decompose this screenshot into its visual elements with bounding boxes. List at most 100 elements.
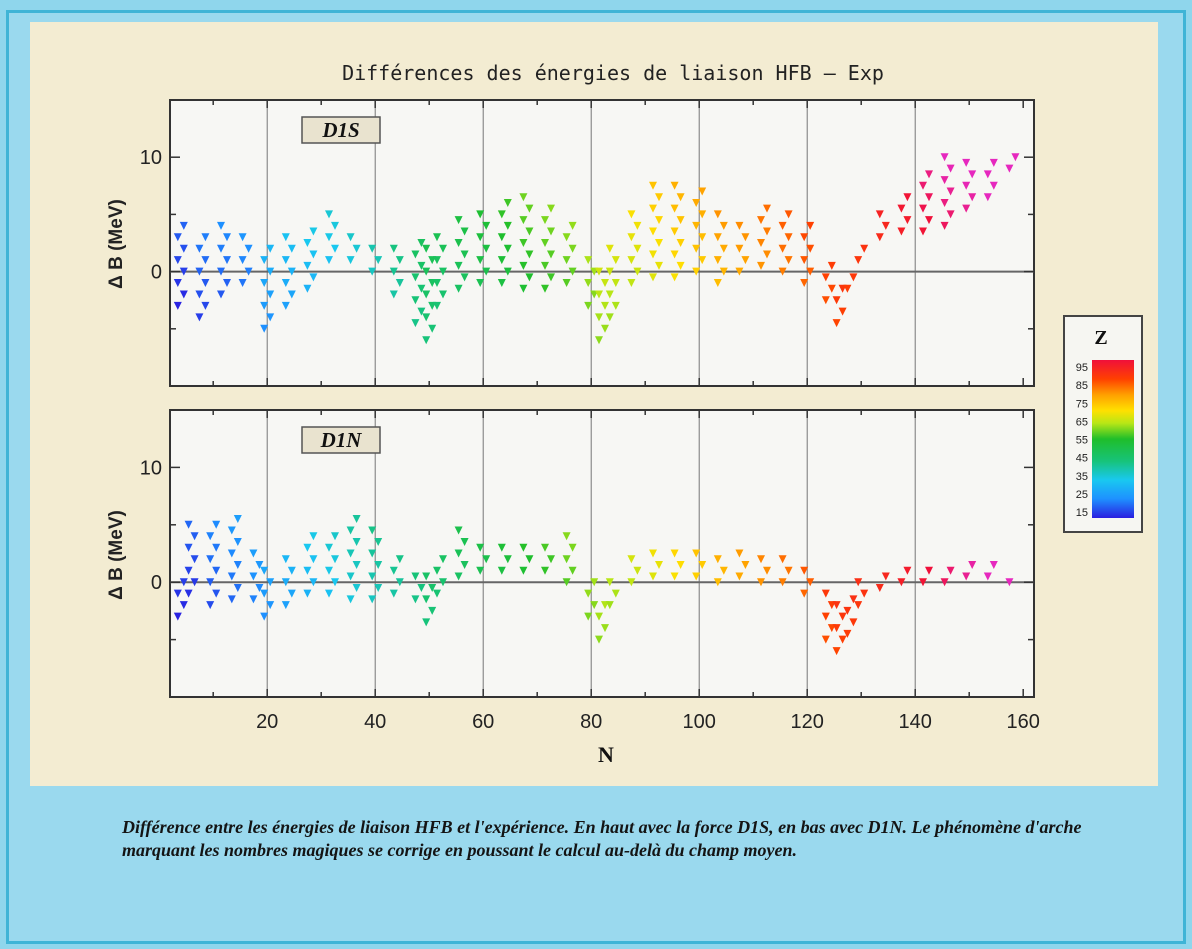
data-point xyxy=(719,221,728,230)
data-point xyxy=(428,324,437,333)
data-point xyxy=(212,566,221,575)
data-point xyxy=(309,555,318,564)
data-point xyxy=(925,193,933,202)
data-point xyxy=(940,578,949,587)
data-point xyxy=(260,256,269,265)
data-point xyxy=(741,233,750,242)
data-point xyxy=(476,566,485,575)
data-point xyxy=(227,549,236,558)
data-point xyxy=(460,227,469,236)
data-point xyxy=(676,239,685,247)
data-point xyxy=(1005,578,1014,587)
data-point xyxy=(547,227,555,236)
data-point xyxy=(627,279,636,288)
data-point xyxy=(433,589,441,598)
data-point xyxy=(611,301,620,310)
data-point xyxy=(206,578,215,587)
data-point xyxy=(881,221,890,230)
data-point xyxy=(179,267,188,276)
data-point xyxy=(417,239,426,247)
data-point xyxy=(503,267,512,276)
data-point xyxy=(763,566,771,575)
plot-area xyxy=(169,99,1035,387)
data-point xyxy=(217,267,225,276)
data-point xyxy=(713,279,722,288)
data-point xyxy=(713,210,722,219)
data-point xyxy=(352,244,361,253)
data-point xyxy=(303,239,312,247)
data-point xyxy=(655,560,663,569)
data-point xyxy=(547,273,555,282)
data-point xyxy=(649,204,657,213)
data-point xyxy=(919,227,927,236)
data-point xyxy=(411,250,420,259)
data-point xyxy=(568,543,577,552)
data-point xyxy=(547,204,555,213)
data-point xyxy=(238,279,247,288)
data-point xyxy=(309,532,318,541)
data-point xyxy=(670,181,679,190)
data-point xyxy=(389,589,398,598)
data-point xyxy=(255,583,264,592)
data-point xyxy=(670,227,679,236)
data-point xyxy=(940,198,949,207)
data-point xyxy=(692,244,701,253)
data-point xyxy=(346,233,355,242)
data-point xyxy=(331,532,339,541)
data-point xyxy=(503,198,512,207)
data-point xyxy=(368,526,377,535)
data-point xyxy=(223,233,231,242)
data-point xyxy=(195,244,204,253)
data-point xyxy=(428,583,437,592)
data-point xyxy=(439,555,447,564)
data-point xyxy=(670,549,679,558)
data-point xyxy=(827,284,836,293)
data-point xyxy=(595,336,603,345)
data-point xyxy=(460,250,469,259)
data-point xyxy=(417,583,426,592)
data-point xyxy=(173,233,182,242)
data-point xyxy=(832,296,841,305)
data-point xyxy=(173,301,182,310)
data-point xyxy=(692,267,701,276)
data-point xyxy=(541,284,549,293)
data-point xyxy=(875,210,884,219)
data-point xyxy=(417,307,426,316)
data-point xyxy=(325,566,333,575)
data-point xyxy=(217,221,225,230)
data-point xyxy=(331,221,339,230)
data-point xyxy=(260,566,269,575)
colorbar-tick-label: 65 xyxy=(1076,416,1088,428)
data-point xyxy=(719,267,728,276)
data-point xyxy=(676,216,685,225)
data-point xyxy=(346,256,355,265)
data-point xyxy=(649,227,657,236)
data-point xyxy=(519,284,528,293)
data-point xyxy=(843,284,852,293)
data-point xyxy=(875,583,884,592)
data-point xyxy=(1005,164,1014,173)
data-point xyxy=(260,612,269,621)
data-point xyxy=(778,555,787,564)
data-point xyxy=(832,647,841,656)
data-point xyxy=(374,583,383,592)
data-point xyxy=(821,589,830,598)
data-point xyxy=(179,290,188,299)
data-point xyxy=(179,221,188,230)
data-point xyxy=(303,284,312,293)
data-point xyxy=(476,233,485,242)
data-point xyxy=(989,560,998,569)
data-point xyxy=(649,273,657,282)
data-point xyxy=(800,279,809,288)
data-point xyxy=(698,233,707,242)
data-point xyxy=(649,549,657,558)
data-point xyxy=(454,239,463,247)
data-point xyxy=(962,158,971,167)
data-point xyxy=(903,193,912,202)
data-point xyxy=(206,532,215,541)
data-point xyxy=(778,578,787,587)
data-point xyxy=(266,313,275,322)
data-point xyxy=(821,273,830,282)
data-point xyxy=(611,256,620,265)
data-point xyxy=(476,279,485,288)
